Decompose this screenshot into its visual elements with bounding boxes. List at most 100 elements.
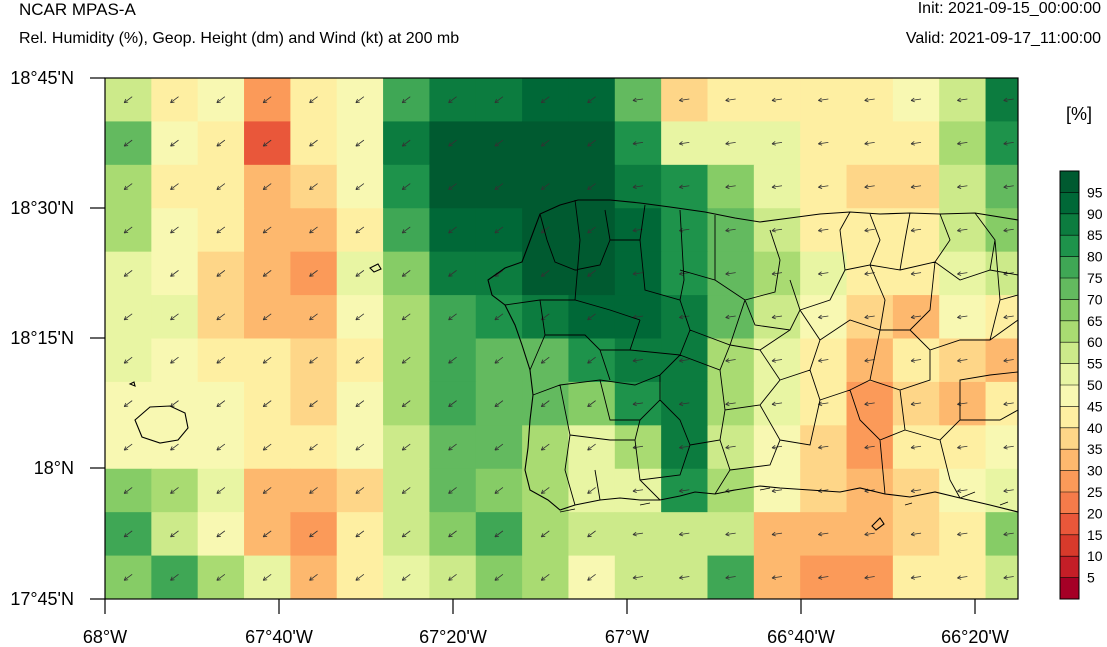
wind-arrow — [818, 141, 829, 146]
wind-arrow — [771, 141, 783, 146]
colorbar-swatch — [1060, 213, 1079, 236]
wind-arrow — [632, 141, 644, 146]
wind-arrow — [170, 356, 179, 364]
wind-arrow — [355, 270, 365, 277]
mona-island-coastline — [134, 405, 189, 444]
wind-arrow — [771, 531, 783, 537]
colorbar-label: 20 — [1087, 505, 1103, 521]
municipal-boundaries — [504, 199, 1019, 506]
wind-arrow — [957, 358, 968, 363]
wind-arrow — [170, 96, 179, 104]
colorbar-label: 40 — [1087, 420, 1103, 436]
wind-arrow — [448, 96, 457, 104]
wind-arrow — [355, 530, 365, 538]
wind-arrow — [957, 445, 968, 450]
wind-arrow — [309, 356, 318, 364]
wind-arrow — [216, 183, 226, 190]
wind-arrow — [587, 487, 596, 494]
x-tick-label: 68°W — [83, 627, 127, 647]
wind-arrow — [494, 139, 504, 147]
wind-arrow — [1003, 358, 1014, 363]
grid-cell — [985, 251, 1018, 296]
wind-arrow — [910, 358, 922, 363]
wind-arrow — [262, 443, 272, 451]
wind-arrow — [725, 271, 736, 276]
wind-arrow — [262, 487, 272, 494]
wind-arrow — [725, 358, 736, 363]
wind-arrow — [448, 573, 457, 581]
wind-arrow — [864, 227, 875, 233]
wind-arrow — [448, 530, 457, 538]
coastlines — [128, 199, 1019, 531]
wind-arrow — [632, 531, 644, 537]
wind-arrow — [864, 445, 875, 450]
wind-arrow — [123, 400, 133, 408]
wind-arrow — [123, 139, 133, 147]
puerto-rico-coastline — [487, 199, 1019, 513]
colorbar-swatch — [1060, 577, 1079, 600]
wind-arrow — [216, 443, 226, 451]
wind-arrow — [679, 141, 690, 146]
wind-arrow — [771, 358, 783, 363]
wind-arrow — [309, 400, 318, 408]
wind-arrow — [910, 488, 922, 493]
wind-arrow — [309, 270, 318, 277]
wind-arrow — [679, 531, 690, 537]
wind-arrow — [540, 487, 550, 494]
wind-arrow — [818, 358, 829, 363]
wind-arrow — [170, 183, 179, 190]
colorbar-swatch — [1060, 342, 1079, 364]
wind-arrow — [587, 139, 596, 147]
colorbar-swatch — [1060, 449, 1079, 471]
wind-arrow — [957, 575, 968, 580]
wind-arrow — [494, 573, 504, 581]
wind-arrow — [355, 183, 365, 190]
grid-cell — [985, 555, 1018, 600]
wind-arrow — [216, 313, 226, 321]
wind-arrow — [818, 97, 829, 103]
wind-arrow — [864, 97, 875, 103]
wind-arrow — [587, 530, 596, 538]
wind-arrow — [679, 184, 690, 190]
wind-arrow — [910, 227, 922, 233]
humidity-grid — [105, 78, 1018, 600]
wind-arrow — [262, 530, 272, 538]
colorbar-swatch — [1060, 534, 1079, 557]
wind-arrow — [1003, 314, 1014, 320]
colorbar-label: 5 — [1087, 570, 1095, 586]
wind-arrow — [864, 314, 875, 320]
grid-cell — [985, 338, 1018, 383]
wind-arrow — [818, 314, 829, 320]
wind-arrow — [771, 575, 783, 580]
x-tick-label: 67°40'W — [245, 627, 313, 647]
colorbar-label: 80 — [1087, 249, 1103, 265]
colorbar: 5 10 15 20 25 30 35 40 45 50 55 60 65 70 75 80 85 90 95 — [1059, 170, 1103, 600]
wind-arrow — [448, 313, 457, 321]
wind-arrow — [309, 226, 318, 234]
wind-arrow — [262, 96, 272, 104]
grid-cell — [985, 164, 1018, 209]
grid-cell — [985, 468, 1018, 513]
colorbar-swatch — [1060, 556, 1079, 578]
wind-arrow — [262, 400, 272, 408]
wind-arrow — [725, 314, 736, 320]
wind-arrow — [216, 400, 226, 408]
x-tick-label: 67°W — [605, 627, 649, 647]
wind-arrow — [587, 226, 596, 234]
wind-arrow — [540, 183, 550, 190]
wind-arrow — [957, 97, 968, 103]
wind-arrow — [170, 443, 179, 451]
wind-arrow — [957, 488, 968, 493]
wind-arrow — [262, 573, 272, 581]
wind-arrow — [494, 530, 504, 538]
colorbar-swatch — [1060, 192, 1079, 215]
wind-arrow — [771, 314, 783, 320]
x-tick-label: 66°20'W — [941, 627, 1009, 647]
wind-arrow — [448, 226, 457, 234]
wind-arrow — [123, 96, 133, 104]
wind-arrow — [494, 487, 504, 494]
wind-arrow — [262, 356, 272, 364]
wind-arrow — [401, 530, 411, 538]
wind-arrow — [1003, 575, 1014, 580]
colorbar-swatch — [1060, 299, 1079, 322]
